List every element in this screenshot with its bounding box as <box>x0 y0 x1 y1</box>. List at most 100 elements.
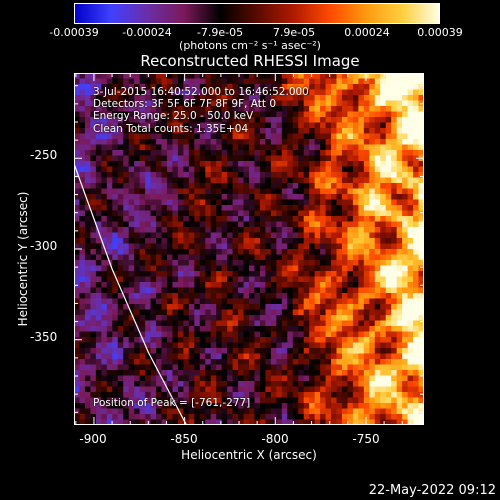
heatmap-cell <box>363 188 370 195</box>
heatmap-cell <box>112 73 119 79</box>
heatmap-cell <box>418 353 424 360</box>
heatmap-cell <box>325 205 332 211</box>
heatmap-cell <box>325 326 332 332</box>
heatmap-cell <box>287 205 294 211</box>
heatmap-cell <box>199 183 206 189</box>
heatmap-cell <box>194 408 201 415</box>
heatmap-cell <box>95 199 102 206</box>
heatmap-cell <box>243 320 250 327</box>
heatmap-cell <box>156 304 162 310</box>
heatmap-cell <box>194 397 201 404</box>
heatmap-cell <box>145 128 151 134</box>
heatmap-cell <box>418 276 424 283</box>
heatmap-cell <box>90 139 97 145</box>
heatmap-cell <box>270 287 277 294</box>
heatmap-cell <box>309 227 316 233</box>
heatmap-cell <box>139 298 146 305</box>
heatmap-cell <box>74 238 80 244</box>
heatmap-cell <box>238 210 244 217</box>
heatmap-cell <box>95 403 102 409</box>
heatmap-cell <box>254 304 261 310</box>
heatmap-cell <box>309 403 316 409</box>
heatmap-cell <box>298 370 305 376</box>
heatmap-cell <box>407 232 414 239</box>
heatmap-cell <box>391 309 398 316</box>
heatmap-cell <box>101 194 108 200</box>
heatmap-cell <box>210 260 217 266</box>
heatmap-cell <box>385 78 392 85</box>
heatmap-cell <box>276 414 283 420</box>
heatmap-cell <box>270 403 277 409</box>
heatmap-cell <box>238 161 244 167</box>
heatmap-cell <box>194 133 201 140</box>
heatmap-cell <box>128 348 135 354</box>
heatmap-cell <box>325 276 332 283</box>
heatmap-cell <box>216 342 223 349</box>
heatmap-cell <box>238 375 244 382</box>
heatmap-cell <box>347 194 354 200</box>
heatmap-cell <box>221 172 228 178</box>
heatmap-cell <box>418 414 424 420</box>
heatmap-cell <box>396 342 403 349</box>
heatmap-cell <box>150 95 157 101</box>
heatmap-cell <box>309 100 316 107</box>
heatmap-cell <box>341 150 348 156</box>
heatmap-cell <box>341 117 348 123</box>
heatmap-cell <box>177 166 184 173</box>
heatmap-cell <box>281 177 288 184</box>
heatmap-cell <box>418 73 424 79</box>
heatmap-cell <box>84 282 91 288</box>
heatmap-cell <box>161 210 168 217</box>
heatmap-cell <box>265 287 272 294</box>
heatmap-cell <box>314 381 321 387</box>
heatmap-cell <box>402 293 408 299</box>
heatmap-cell <box>407 249 414 255</box>
heatmap-cell <box>249 177 255 184</box>
heatmap-cell <box>134 155 141 162</box>
heatmap-cell <box>298 78 305 85</box>
heatmap-cell <box>150 348 157 354</box>
heatmap-cell <box>101 128 108 134</box>
heatmap-cell <box>254 348 261 354</box>
heatmap-cell <box>139 243 146 250</box>
heatmap-cell <box>347 210 354 217</box>
heatmap-cell <box>270 419 277 425</box>
heatmap-cell <box>292 315 299 321</box>
heatmap-cell <box>177 100 184 107</box>
heatmap-cell <box>243 386 250 393</box>
heatmap-cell <box>106 183 113 189</box>
heatmap-cell <box>90 84 97 90</box>
heatmap-cell <box>216 84 223 90</box>
heatmap-cell <box>418 392 424 398</box>
heatmap-cell <box>265 177 272 184</box>
heatmap-cell <box>238 216 244 222</box>
heatmap-cell <box>84 403 91 409</box>
heatmap-cell <box>177 265 184 272</box>
heatmap-cell <box>380 205 387 211</box>
heatmap-cell <box>325 117 332 123</box>
heatmap-cell <box>199 128 206 134</box>
heatmap-cell <box>298 320 305 327</box>
heatmap-cell <box>161 243 168 250</box>
heatmap-cell <box>216 161 223 167</box>
heatmap-cell <box>331 177 337 184</box>
heatmap-cell <box>374 260 381 266</box>
heatmap-cell <box>134 111 141 118</box>
heatmap-cell <box>374 188 381 195</box>
heatmap-cell <box>90 359 97 365</box>
heatmap-cell <box>358 133 365 140</box>
heatmap-cell <box>243 232 250 239</box>
heatmap-cell <box>325 298 332 305</box>
heatmap-cell <box>352 287 359 294</box>
heatmap-cell <box>145 315 151 321</box>
heatmap-cell <box>352 282 359 288</box>
heatmap-cell <box>194 298 201 305</box>
heatmap-cell <box>156 243 162 250</box>
heatmap-cell <box>391 155 398 162</box>
heatmap-cell <box>128 232 135 239</box>
heatmap-cell <box>84 397 91 404</box>
heatmap-cell <box>166 364 173 371</box>
heatmap-cell <box>325 342 332 349</box>
heatmap-cell <box>314 139 321 145</box>
heatmap-cell <box>232 282 239 288</box>
